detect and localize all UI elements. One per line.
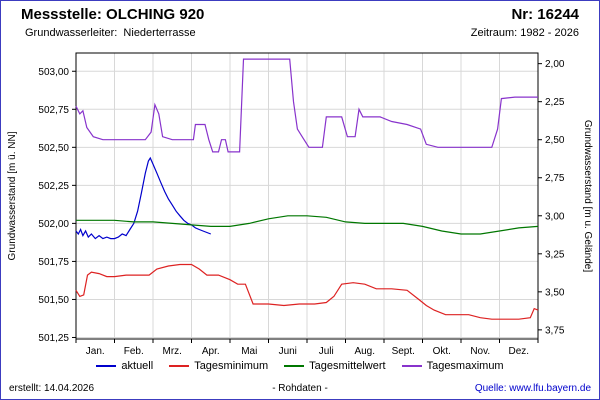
month-label: Juni: [279, 346, 297, 357]
right-axis-title: Grundwasserstand [m u. Gelände]: [582, 120, 593, 273]
left-tick-label: 502,00: [38, 219, 69, 230]
aquifer-label: Grundwasserleiter: Niederterrasse: [25, 27, 196, 39]
right-tick-label: 3,25: [545, 249, 565, 260]
month-label: Feb.: [124, 346, 144, 357]
legend-item-tagesmittelwert: Tagesmittelwert: [284, 360, 386, 372]
footer-row: erstellt: 14.04.2026 - Rohdaten - Quelle…: [9, 383, 591, 394]
station-number: Nr: 16244: [511, 6, 579, 23]
right-tick-label: 2,25: [545, 97, 565, 108]
month-label: Mai: [241, 346, 257, 357]
chart-legend: aktuell Tagesminimum Tagesmittelwert Tagesm…: [1, 360, 599, 372]
period-label: Zeitraum: 1982 - 2026: [470, 27, 579, 39]
right-tick-label: 3,50: [545, 287, 565, 298]
right-tick-label: 2,75: [545, 173, 565, 184]
legend-line-swatch: [401, 365, 422, 367]
legend-line-swatch: [169, 365, 190, 367]
month-label: Mrz.: [163, 346, 182, 357]
left-tick-label: 502,25: [38, 181, 69, 192]
month-label: Sept.: [392, 346, 415, 357]
month-label: Juli: [319, 346, 334, 357]
month-label: Okt.: [433, 346, 451, 357]
series-Tagesmittelwert: [76, 215, 539, 235]
series-Tagesminimum: [75, 263, 539, 320]
month-label: Aug.: [354, 346, 375, 357]
month-label: Apr.: [202, 346, 220, 357]
data-type-label: - Rohdaten -: [272, 383, 328, 394]
created-date: erstellt: 14.04.2026: [9, 383, 95, 394]
legend-line-swatch: [96, 365, 117, 367]
legend-label: aktuell: [121, 360, 154, 372]
right-tick-label: 3,00: [545, 211, 565, 222]
legend-label: Tagesmaximum: [426, 360, 504, 372]
page-title: Messstelle: OLCHING 920: [21, 6, 205, 23]
month-label: Dez.: [508, 346, 529, 357]
groundwater-level-chart: 503,00 502,75 502,50 502,25 502,00 501,75 501,…: [7, 52, 593, 357]
source-link: Quelle: www.lfu.bayern.de: [474, 383, 591, 394]
right-tick-label: 2,00: [545, 59, 565, 70]
left-tick-label: 501,75: [38, 257, 69, 268]
left-tick-label: 502,50: [38, 143, 69, 154]
legend-item-tagesminimum: Tagesminimum: [169, 360, 268, 372]
legend-label: Tagesminimum: [194, 360, 269, 372]
series-aktuell: [75, 156, 212, 240]
left-tick-label: 501,50: [38, 295, 69, 306]
header-row: Messstelle: OLCHING 920 Nr: 16244: [21, 6, 579, 23]
legend-line-swatch: [284, 365, 305, 367]
left-tick-label: 501,25: [38, 333, 69, 344]
legend-label: Tagesmittelwert: [309, 360, 386, 372]
right-tick-label: 2,50: [545, 135, 565, 146]
left-tick-label: 502,75: [38, 105, 69, 116]
right-tick-label: 3,75: [545, 325, 565, 336]
legend-item-aktuell: aktuell: [96, 360, 153, 372]
series-Tagesmaximum: [75, 58, 538, 153]
left-tick-label: 503,00: [38, 67, 69, 78]
subheader-row: Grundwasserleiter: Niederterrasse Zeitra…: [25, 27, 579, 39]
left-axis-title: Grundwasserstand [m ü. NN]: [7, 131, 18, 260]
month-label: Nov.: [470, 346, 490, 357]
month-label: Jan.: [86, 346, 105, 357]
legend-item-tagesmaximum: Tagesmaximum: [401, 360, 504, 372]
